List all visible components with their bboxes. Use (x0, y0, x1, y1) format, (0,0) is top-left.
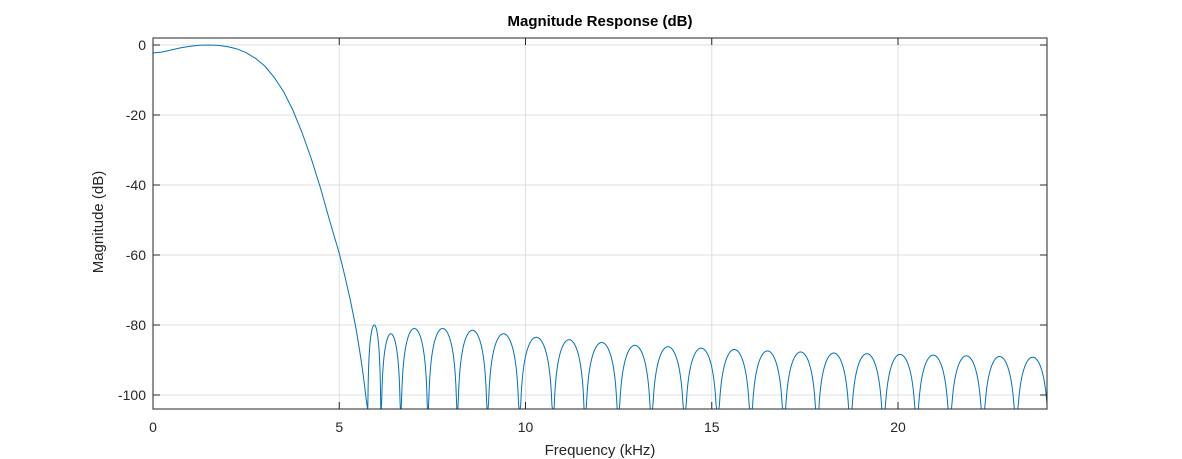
y-tick-label: -20 (126, 107, 146, 123)
magnitude-response-line (152, 44, 1048, 410)
y-tick-label: -40 (126, 177, 146, 193)
y-axis-label: Magnitude (dB) (90, 171, 107, 274)
x-tick-label: 20 (890, 419, 906, 435)
ticks (152, 38, 1047, 409)
y-tick-label: -100 (118, 387, 146, 403)
x-tick-label: 10 (518, 419, 534, 435)
x-axis-label: Frequency (kHz) (545, 442, 656, 459)
chart-title: Magnitude Response (dB) (507, 13, 692, 30)
y-tick-label: -60 (126, 247, 146, 263)
plot-frame (152, 37, 1048, 410)
plot-area (153, 38, 1047, 409)
grid (153, 38, 1047, 409)
x-tick-label: 0 (149, 419, 157, 435)
y-tick-label: 0 (138, 37, 146, 53)
y-tick-label: -80 (126, 317, 146, 333)
x-tick-label: 15 (704, 419, 720, 435)
x-tick-label: 5 (335, 419, 343, 435)
tick-labels: 0 5 10 15 20 0 -20 -40 -60 -80 -100 (118, 37, 906, 435)
series (152, 44, 1048, 410)
